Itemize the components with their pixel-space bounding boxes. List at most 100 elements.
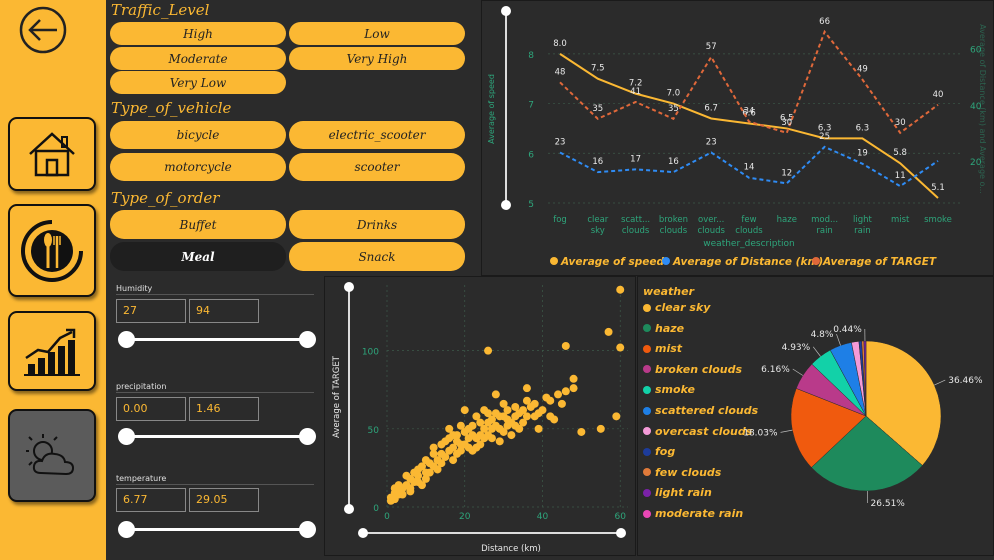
traffic-low-button[interactable]: Low xyxy=(289,22,465,45)
pie-label-leader xyxy=(792,368,804,376)
humidity-slider-max-handle[interactable] xyxy=(299,331,316,348)
combo-data-label: 11 xyxy=(895,171,906,181)
scatter-point xyxy=(596,424,605,433)
pie-legend-item[interactable]: fog xyxy=(643,445,675,458)
pie-legend-item[interactable]: overcast clouds xyxy=(643,425,752,438)
scatter-y-axis-title: Average of TARGET xyxy=(332,355,342,438)
vehicle-electric-scooter-button[interactable]: electric_scooter xyxy=(289,121,465,149)
precipitation-slider-track[interactable] xyxy=(126,435,306,438)
pie-legend-item[interactable]: clear sky xyxy=(643,301,710,314)
scatter-point xyxy=(484,409,493,418)
order-drinks-button[interactable]: Drinks xyxy=(289,210,465,239)
distance-target-scatter: 0 50 100 0 20 40 60 Average of TARGET Distance (… xyxy=(324,276,636,556)
scatter-point xyxy=(522,412,531,421)
humidity-min-input[interactable]: 27 xyxy=(116,299,186,323)
scatter-point xyxy=(515,424,524,433)
combo-x-tick-label: clear xyxy=(587,215,608,225)
pie-legend-item[interactable]: few clouds xyxy=(643,466,721,479)
humidity-slider-track[interactable] xyxy=(126,338,306,341)
pie-legend-item[interactable]: broken clouds xyxy=(643,363,742,376)
precipitation-slider-max-handle[interactable] xyxy=(299,428,316,445)
scatter-point xyxy=(445,424,454,433)
pie-legend-title: weather xyxy=(643,285,695,298)
traffic-very-high-button[interactable]: Very High xyxy=(289,47,465,70)
temperature-slider-min-handle[interactable] xyxy=(118,521,135,538)
combo-x-tick-label: haze xyxy=(777,215,797,225)
pie-data-label: 26.51% xyxy=(871,499,906,509)
pie-legend-label: haze xyxy=(655,321,685,335)
food-button[interactable] xyxy=(8,204,96,297)
pie-legend-item[interactable]: smoke xyxy=(643,383,695,396)
scatter-point xyxy=(480,424,489,433)
scatter-point xyxy=(445,446,454,455)
order-buffet-button[interactable]: Buffet xyxy=(110,210,286,239)
scatter-y-tick-label: 50 xyxy=(368,426,380,436)
order-snack-button[interactable]: Snack xyxy=(289,242,465,271)
combo-data-label: 57 xyxy=(706,42,717,52)
combo-x-tick-label: clouds xyxy=(735,226,763,236)
combo-y-tick-label: 6 xyxy=(528,150,534,160)
scatter-point xyxy=(616,285,625,294)
humidity-max-input[interactable]: 94 xyxy=(189,299,259,323)
scatter-point xyxy=(421,474,430,483)
combo-data-label: 8.0 xyxy=(553,39,567,49)
scatter-x-tick-label: 0 xyxy=(384,512,390,522)
weather-pie-panel: weather clear sky haze mist broken clouds sm… xyxy=(637,276,994,556)
combo-y2-axis-title: Average of Distance (km) and Average o..… xyxy=(978,24,987,194)
temperature-min-input[interactable]: 6.77 xyxy=(116,488,186,512)
temperature-slider-track[interactable] xyxy=(126,528,306,531)
combo-x-tick-label: few xyxy=(741,215,756,225)
pie-legend-item[interactable]: light rain xyxy=(643,486,712,499)
combo-data-label: 6.3 xyxy=(818,123,832,133)
food-icon xyxy=(21,219,83,282)
vehicle-motorcycle-button[interactable]: motorcycle xyxy=(110,153,286,181)
scatter-y-range-top-handle xyxy=(344,282,354,292)
pie-legend-item[interactable]: mist xyxy=(643,342,682,355)
combo-legend-label: Average of TARGET xyxy=(822,256,937,268)
combo-data-label: 6.5 xyxy=(780,113,794,123)
combo-series-line-0 xyxy=(559,53,939,199)
temperature-slider-max-handle[interactable] xyxy=(299,521,316,538)
humidity-slider-min-handle[interactable] xyxy=(118,331,135,348)
scatter-point xyxy=(456,446,465,455)
precipitation-slider-min-handle[interactable] xyxy=(118,428,135,445)
pie-label-leader xyxy=(934,379,946,386)
scatter-point xyxy=(429,449,438,458)
temperature-max-input[interactable]: 29.05 xyxy=(189,488,259,512)
pie-legend-item[interactable]: scattered clouds xyxy=(643,404,758,417)
vehicle-bicycle-button[interactable]: bicycle xyxy=(110,121,286,149)
chart-button[interactable] xyxy=(8,311,96,391)
scatter-point xyxy=(452,437,461,446)
traffic-very-low-button[interactable]: Very Low xyxy=(110,71,286,94)
scatter-point xyxy=(569,374,578,383)
scatter-point xyxy=(417,462,426,471)
order-meal-button[interactable]: Meal xyxy=(110,242,286,271)
weather-button[interactable] xyxy=(8,409,96,502)
pie-data-label: 6.16% xyxy=(761,365,790,375)
combo-y2-tick-label: 20 xyxy=(970,158,982,168)
scatter-point xyxy=(530,399,539,408)
pie-label-leader xyxy=(812,346,821,357)
pie-legend-marker xyxy=(643,427,651,436)
traffic-moderate-button[interactable]: Moderate xyxy=(110,47,286,70)
combo-data-label: 23 xyxy=(555,137,566,147)
pie-legend-item[interactable]: haze xyxy=(643,322,684,335)
pie-label-leader xyxy=(780,429,793,433)
precipitation-min-input[interactable]: 0.00 xyxy=(116,397,186,421)
scatter-point xyxy=(464,424,473,433)
pie-legend-marker xyxy=(643,344,651,353)
traffic-high-button[interactable]: High xyxy=(110,22,286,45)
home-button[interactable] xyxy=(8,117,96,191)
vehicle-scooter-button[interactable]: scooter xyxy=(289,153,465,181)
pie-chart-svg: 36.46% 26.51% 18.03% 6.16% 4.93%4.8%0.44% xyxy=(743,325,983,509)
pie-label-leader xyxy=(836,334,841,346)
pie-legend-item[interactable]: moderate rain xyxy=(643,507,743,520)
combo-data-label: 16 xyxy=(592,157,603,167)
precipitation-max-input[interactable]: 1.46 xyxy=(189,397,259,421)
scatter-x-range-right-handle xyxy=(616,528,626,538)
combo-data-label: 30 xyxy=(895,118,906,128)
sidebar xyxy=(0,0,106,560)
combo-x-tick-label: mod... xyxy=(811,215,838,225)
scatter-point xyxy=(402,481,411,490)
back-button[interactable] xyxy=(17,4,69,56)
